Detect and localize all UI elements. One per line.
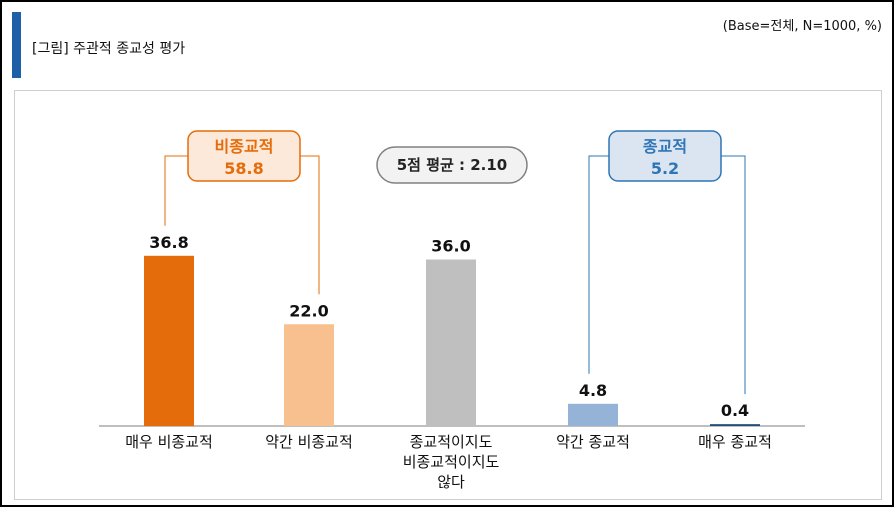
- group-box-2: [608, 130, 722, 182]
- base-note: (Base=전체, N=1000, %): [722, 19, 882, 34]
- bar-chart: 36.8 매우 비종교적 22.0 약간 비종교적 36.0 종교적이지도비종교적이지도않…: [99, 130, 805, 491]
- category-label-3-3: 않다: [437, 473, 465, 491]
- title-accent-bar: [12, 12, 21, 78]
- category-label-5-1: 매우 종교적: [698, 433, 772, 451]
- category-label-2-1: 약간 비종교적: [265, 433, 353, 451]
- group-connector-left-1: [164, 155, 188, 226]
- group-label-1: 비종교적: [215, 137, 274, 156]
- group-connector-left-2: [588, 155, 609, 374]
- category-label-3-1: 종교적이지도: [410, 433, 493, 451]
- category-label-4-1: 약간 종교적: [556, 433, 630, 451]
- group-connector-right-1: [300, 155, 320, 295]
- value-label-2: 22.0: [289, 301, 328, 320]
- average-pill: [376, 146, 528, 184]
- value-label-4: 4.8: [579, 381, 607, 400]
- bar-2: [284, 324, 334, 426]
- group-label-2: 종교적: [643, 137, 687, 156]
- page-title: [그림] 주관적 종교성 평가: [32, 41, 186, 57]
- category-label-1-1: 매우 비종교적: [125, 433, 213, 451]
- group-value-1: 58.8: [224, 159, 263, 178]
- average-label: 5점 평균 : 2.10: [397, 156, 508, 174]
- bar-3: [426, 259, 476, 426]
- group-box-1: [187, 130, 301, 182]
- bar-1: [144, 255, 194, 426]
- bar-4: [568, 403, 618, 426]
- group-value-2: 5.2: [651, 159, 679, 178]
- value-label-3: 36.0: [431, 237, 470, 256]
- bar-5: [710, 424, 760, 426]
- value-label-5: 0.4: [721, 401, 749, 420]
- value-label-1: 36.8: [149, 233, 188, 252]
- group-connector-right-2: [721, 155, 746, 395]
- category-label-3-2: 비종교적이지도: [403, 453, 500, 471]
